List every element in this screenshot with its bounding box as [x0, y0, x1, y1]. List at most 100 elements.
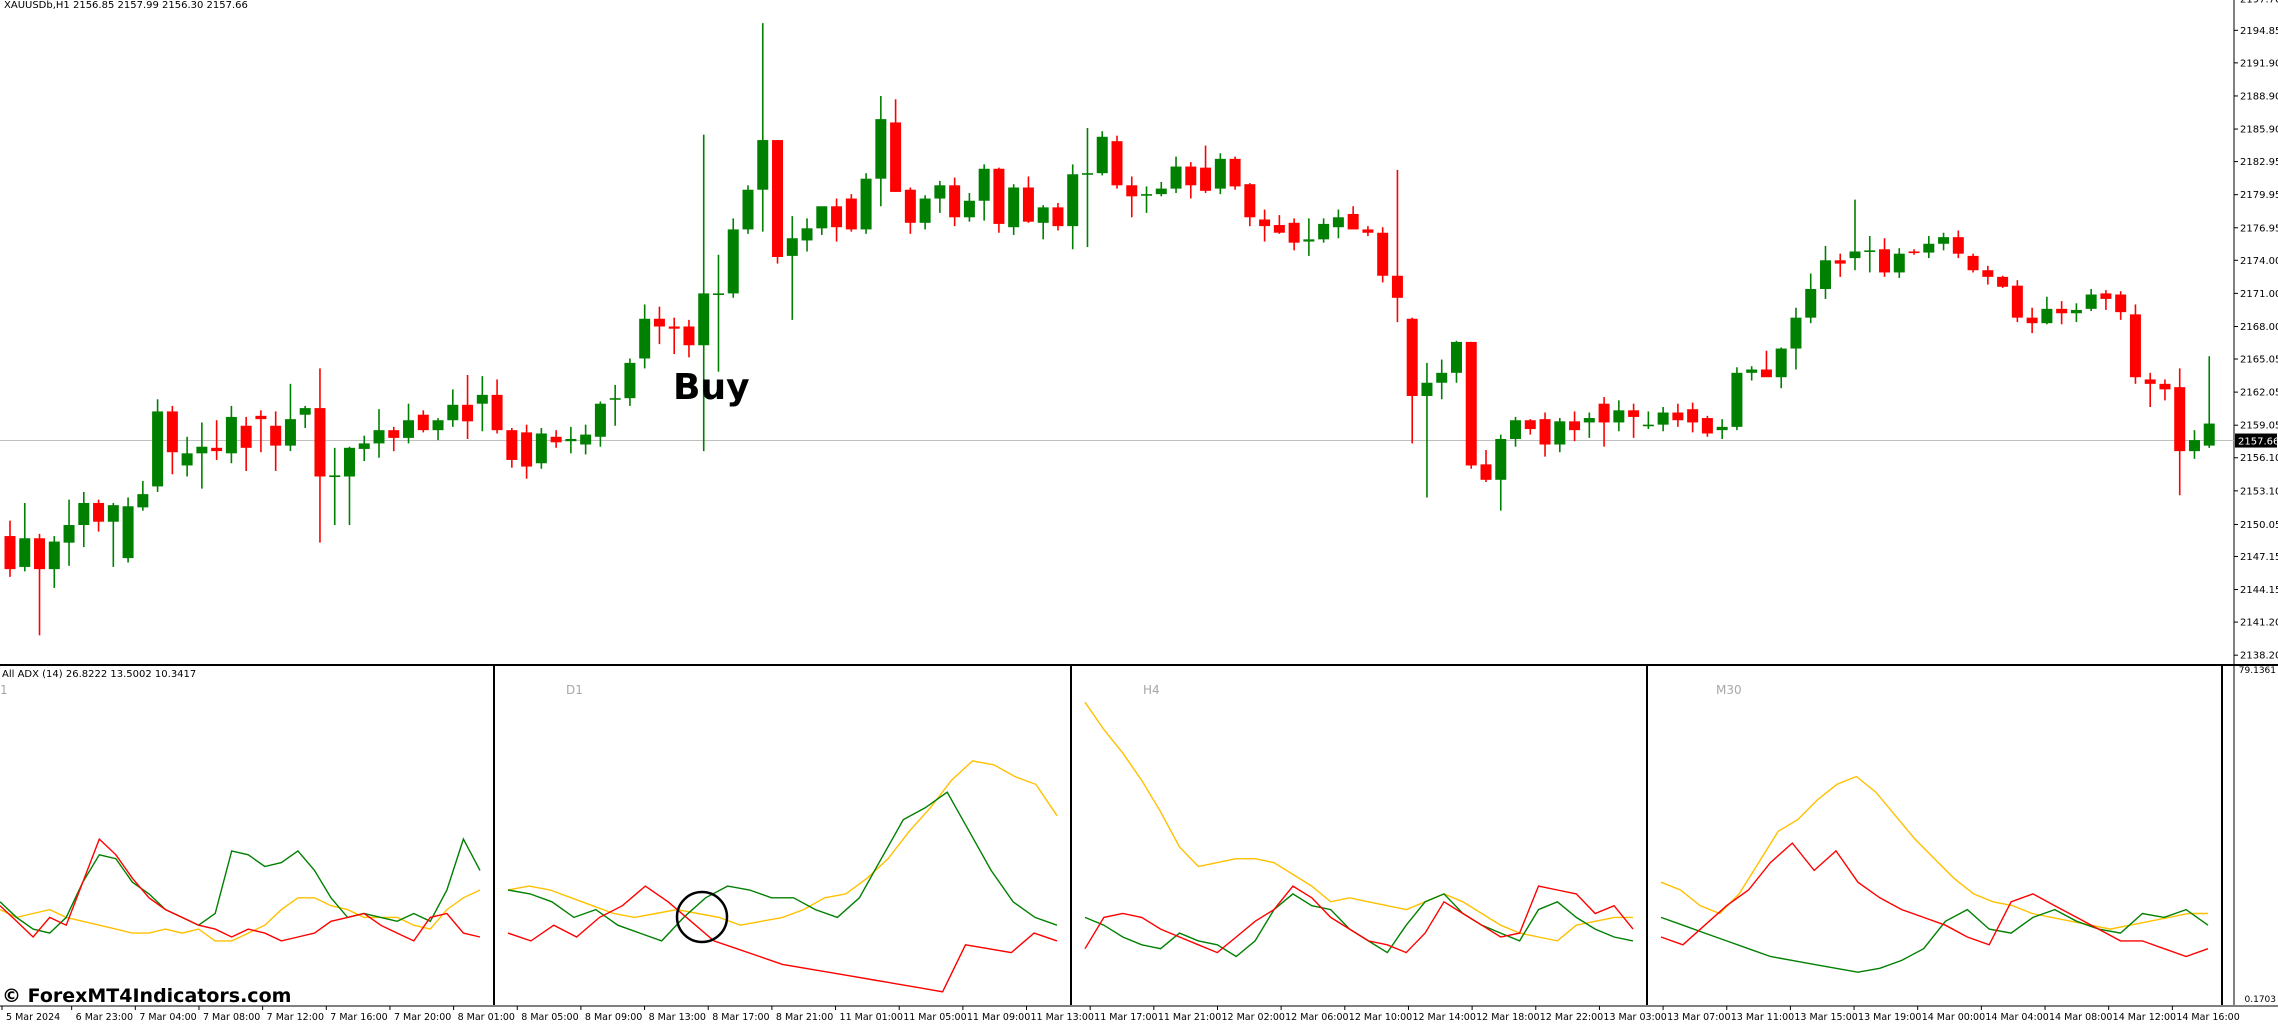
candle-body: [2085, 294, 2097, 309]
candle-body: [63, 525, 75, 543]
price-axis-label: 2174.00: [2240, 256, 2278, 267]
candle-body: [1938, 237, 1950, 244]
time-axis-label: 11 Mar 17:00: [1094, 1012, 1157, 1023]
candle-body: [919, 198, 931, 223]
candle-body: [550, 436, 562, 443]
candle-body: [1495, 438, 1507, 480]
candle-body: [447, 404, 459, 421]
minus-di-line: [0, 837, 481, 942]
candle-body: [1244, 184, 1256, 218]
candle-body: [2203, 423, 2215, 446]
candle-body: [535, 433, 547, 464]
candle-body: [314, 408, 326, 477]
candle-body: [1893, 253, 1905, 273]
candle-body: [668, 326, 680, 329]
candle-body: [1347, 213, 1359, 230]
candle-body: [1539, 419, 1551, 445]
candle-body: [860, 178, 872, 230]
candle-body: [1701, 418, 1713, 434]
timeframe-label-h4: H4: [1143, 683, 1160, 697]
candle-body: [934, 185, 946, 199]
time-axis-label: 13 Mar 15:00: [1794, 1012, 1857, 1023]
candle-body: [624, 362, 636, 399]
price-axis-label: 2156.10: [2240, 453, 2278, 464]
candle-body: [34, 538, 46, 570]
candle-body: [1022, 187, 1034, 222]
candle-body: [1598, 403, 1610, 423]
candle-body: [1952, 237, 1964, 254]
timeframe-label-1: 1: [0, 683, 8, 697]
candle-body: [1421, 382, 1433, 396]
candle-body: [949, 185, 961, 218]
candle-body: [1288, 222, 1300, 243]
candle-body: [270, 425, 282, 446]
candle-body: [742, 189, 754, 230]
candle-body: [875, 119, 887, 179]
candle-body: [712, 293, 724, 295]
indicator-scale-top: 79.1361: [2238, 666, 2276, 676]
time-axis-label: 7 Mar 04:00: [139, 1012, 196, 1023]
symbol-info-label: XAUUSDb,H1 2156.85 2157.99 2156.30 2157.…: [4, 0, 248, 11]
time-axis-label: 8 Mar 01:00: [458, 1012, 515, 1023]
candle-body: [1524, 420, 1536, 430]
price-axis-label: 2176.95: [2240, 223, 2278, 234]
time-axis-label: 7 Mar 12:00: [267, 1012, 324, 1023]
time-axis-label: 8 Mar 13:00: [649, 1012, 706, 1023]
candles-group: [4, 23, 2215, 636]
indicator-info-label: All ADX (14) 26.8222 13.5002 10.3417: [2, 669, 197, 680]
adx-line: [1660, 775, 2208, 930]
adx-panel-d1: [507, 760, 1058, 993]
candle-body: [107, 505, 119, 522]
price-axis-label: 2182.95: [2240, 157, 2278, 168]
time-axis-label: 12 Mar 06:00: [1285, 1012, 1348, 1023]
candle-body: [1879, 249, 1891, 273]
candle-body: [2144, 379, 2156, 384]
plus-di-line: [1084, 893, 1634, 958]
candle-body: [343, 447, 355, 477]
minus-di-line: [1084, 885, 1634, 954]
adx-line: [0, 889, 481, 942]
candle-body: [2174, 387, 2186, 452]
candle-body: [4, 536, 16, 570]
current-price-value: 2157.66: [2238, 437, 2278, 448]
candle-body: [1259, 219, 1271, 227]
candle-body: [1760, 369, 1772, 378]
candle-body: [491, 394, 503, 431]
adx-line: [507, 760, 1058, 926]
candle-body: [521, 432, 533, 467]
time-axis-label: 11 Mar 13:00: [1031, 1012, 1094, 1023]
time-axis-label: 11 Mar 05:00: [903, 1012, 966, 1023]
candle-body: [166, 411, 178, 453]
timeframe-label-d1: D1: [566, 683, 583, 697]
price-axis-label: 2197.70: [2240, 0, 2278, 5]
candle-body: [1332, 217, 1344, 228]
candle-body: [1997, 276, 2009, 287]
time-axis-label: 7 Mar 20:00: [394, 1012, 451, 1023]
candle-body: [580, 434, 592, 445]
candle-body: [565, 438, 577, 442]
candle-body: [506, 430, 518, 460]
candle-body: [1908, 251, 1920, 254]
price-axis-label: 2188.90: [2240, 91, 2278, 102]
candle-body: [462, 404, 474, 422]
candle-body: [196, 446, 208, 454]
candle-body: [1008, 187, 1020, 228]
candle-body: [1569, 421, 1581, 431]
candle-body: [1096, 136, 1108, 174]
price-axis-label: 2141.20: [2240, 618, 2278, 629]
candle-body: [432, 420, 444, 431]
candle-body: [772, 140, 784, 257]
time-axis-label: 12 Mar 18:00: [1476, 1012, 1539, 1023]
candle-body: [2070, 309, 2082, 314]
candle-body: [2011, 285, 2023, 318]
candle-body: [1377, 232, 1389, 276]
time-axis-label: 12 Mar 14:00: [1412, 1012, 1475, 1023]
candle-body: [963, 200, 975, 218]
candle-body: [255, 415, 267, 420]
candle-body: [978, 168, 990, 201]
price-axis-label: 2150.05: [2240, 520, 2278, 531]
candle-body: [727, 229, 739, 294]
time-axis-label: 11 Mar 09:00: [967, 1012, 1030, 1023]
